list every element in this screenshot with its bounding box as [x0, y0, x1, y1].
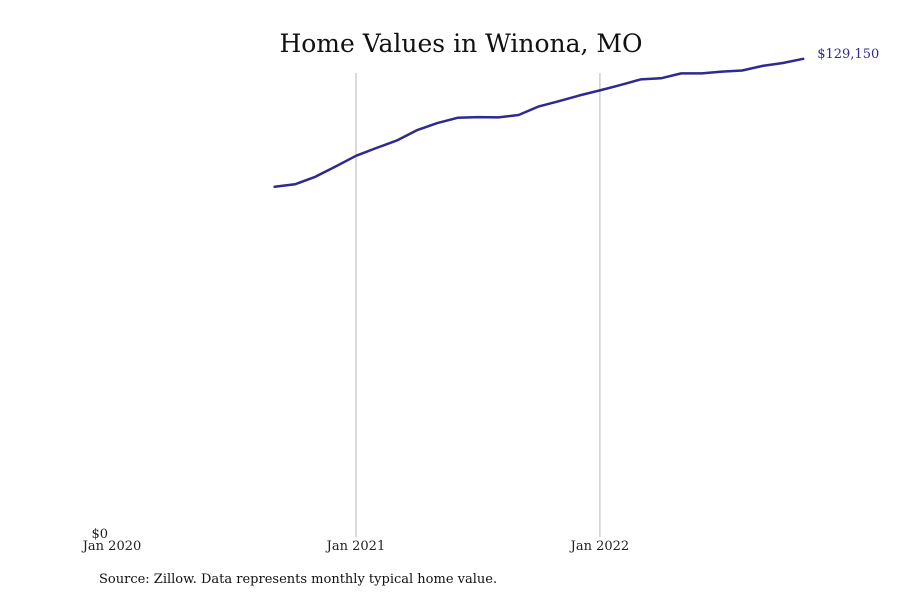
- x-tick-label-0: Jan 2020: [81, 539, 142, 554]
- x-tick-labels: Jan 2020 Jan 2021 Jan 2022: [81, 539, 629, 554]
- x-tick-label-1: Jan 2021: [325, 539, 386, 554]
- chart-title: Home Values in Winona, MO: [279, 29, 642, 58]
- source-note: Source: Zillow. Data represents monthly …: [99, 572, 498, 587]
- series-lines: [273, 57, 805, 189]
- gridlines: [355, 73, 601, 537]
- series-line-0: [273, 57, 805, 189]
- y-tick-label-0: $0: [91, 527, 108, 542]
- x-tick-label-2: Jan 2022: [569, 539, 630, 554]
- end-value-label: $129,150: [817, 47, 879, 62]
